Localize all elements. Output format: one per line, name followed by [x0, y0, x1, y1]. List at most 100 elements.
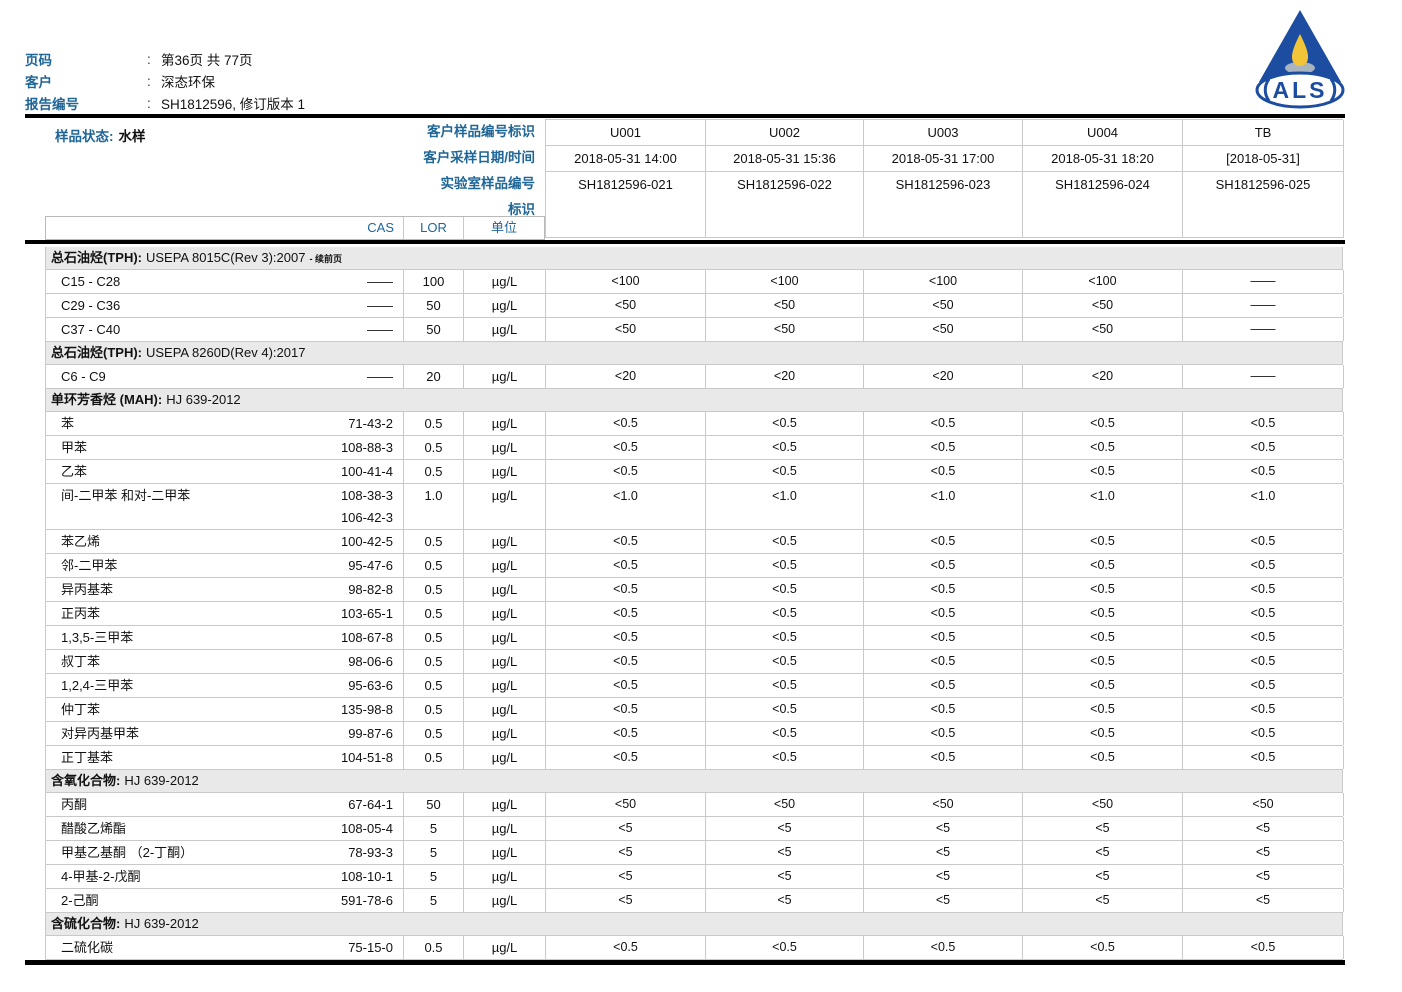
result-value: <0.5: [1183, 626, 1344, 649]
result-value: <50: [1023, 318, 1183, 341]
section-title: 含氧化合物:: [51, 773, 121, 788]
result-value: <0.5: [546, 746, 706, 769]
lor-column-header: LOR: [403, 217, 463, 239]
analyte-name: C6 - C9: [61, 369, 106, 384]
cas-number-cell: 108-38-3 106-42-3: [298, 484, 404, 529]
result-value: <5: [706, 865, 864, 888]
table-row: 醋酸乙烯酯 108-05-4 5 µg/L <5 <5 <5 <5 <5: [45, 817, 1344, 841]
section-header: 含硫化合物: HJ 639-2012: [45, 913, 1343, 936]
result-value: <50: [1023, 294, 1183, 317]
result-value: <0.5: [546, 722, 706, 745]
result-value: <5: [546, 889, 706, 912]
meta-row-report-number: 报告编号 : SH1812596, 修订版本 1: [25, 92, 305, 114]
unit-value: µg/L: [464, 578, 546, 601]
result-value: <0.5: [706, 650, 864, 673]
result-value: <5: [1183, 817, 1344, 840]
result-value: <5: [706, 841, 864, 864]
table-row: 间-二甲苯 和对-二甲苯 108-38-3 106-42-3 1.0 µg/L <1.0 <…: [45, 484, 1344, 530]
analyte-columns-header: CAS LOR 单位: [45, 216, 545, 240]
cas-number-cell: 95-63-6: [298, 674, 404, 697]
cas-number-cell: 108-10-1: [298, 865, 404, 888]
cas-number: 95-47-6: [348, 558, 393, 573]
cas-number-cell: 100-41-4: [298, 460, 404, 483]
unit-value: µg/L: [464, 460, 546, 483]
result-value: <100: [546, 270, 706, 293]
unit-value: µg/L: [464, 722, 546, 745]
result-value: <5: [706, 889, 864, 912]
table-row: 4-甲基-2-戊酮 108-10-1 5 µg/L <5 <5 <5 <5 <5: [45, 865, 1344, 889]
lor-value: 5: [404, 817, 464, 840]
table-row: 叔丁苯 98-06-6 0.5 µg/L <0.5 <0.5 <0.5 <0.5 <0.5: [45, 650, 1344, 674]
lor-value: 0.5: [404, 578, 464, 601]
analyte-name: 醋酸乙烯酯: [61, 821, 127, 836]
sample-date-cell: [2018-05-31]: [1183, 146, 1344, 172]
result-value: <0.5: [546, 936, 706, 959]
result-value: <5: [1023, 841, 1183, 864]
unit-column-header: 单位: [463, 217, 544, 239]
result-value: <0.5: [1023, 698, 1183, 721]
result-value: <0.5: [546, 626, 706, 649]
header-body-divider-line: [25, 240, 1345, 244]
result-value: <0.5: [546, 674, 706, 697]
sample-table-row: U001 U002 U003 U004 TB: [546, 120, 1344, 146]
table-row: 甲基乙基酮 （2-丁酮） 78-93-3 5 µg/L <5 <5 <5 <5 <5: [45, 841, 1344, 865]
unit-value: µg/L: [464, 484, 546, 529]
unit-value: µg/L: [464, 865, 546, 888]
cas-number: 108-67-8: [340, 630, 393, 645]
result-value: <0.5: [706, 674, 864, 697]
result-value: <0.5: [546, 698, 706, 721]
sample-row-label: 实验室样品编号: [440, 176, 536, 191]
sample-date-cell: 2018-05-31 18:20: [1023, 146, 1183, 172]
unit-value: µg/L: [464, 436, 546, 459]
result-value: <0.5: [706, 746, 864, 769]
meta-value-client: 深态环保: [161, 75, 215, 90]
result-value: <0.5: [1023, 626, 1183, 649]
cas-number-cell: 78-93-3: [298, 841, 404, 864]
logo-text: ALS: [1273, 77, 1328, 103]
meta-colon: :: [147, 95, 151, 111]
analyte-name: 正丁基苯: [61, 750, 114, 765]
report-meta: 页码 : 第36页 共 77页 客户 : 深态环保 报告编号 : SH18125…: [25, 48, 305, 114]
analyte-name: 邻-二甲苯: [61, 558, 118, 573]
section-method: HJ 639-2012: [166, 392, 241, 407]
result-value: <0.5: [1183, 554, 1344, 577]
section-title: 单环芳香烃 (MAH):: [51, 392, 163, 407]
unit-value: µg/L: [464, 554, 546, 577]
sample-row-label: 客户样品编号标识: [427, 124, 535, 139]
cas-number: 135-98-8: [340, 702, 393, 717]
cas-number-cell: ——: [298, 270, 404, 293]
table-row: 1,3,5-三甲苯 108-67-8 0.5 µg/L <0.5 <0.5 <0.5 <0.5…: [45, 626, 1344, 650]
result-value: <1.0: [1023, 484, 1183, 529]
unit-value: µg/L: [464, 746, 546, 769]
cas-number-cell: 67-64-1: [298, 793, 404, 816]
sample-labno-cell: SH1812596-022: [706, 172, 864, 238]
result-value: <0.5: [1023, 650, 1183, 673]
result-value: <0.5: [706, 554, 864, 577]
result-value: <50: [864, 793, 1023, 816]
cas-number-cell: 98-82-8: [298, 578, 404, 601]
result-value: <0.5: [706, 722, 864, 745]
cas-column-header: CAS: [367, 220, 394, 235]
result-value: <0.5: [1183, 530, 1344, 553]
logo-paren-right: [1329, 78, 1337, 102]
table-row: 甲苯 108-88-3 0.5 µg/L <0.5 <0.5 <0.5 <0.5 <0.5: [45, 436, 1344, 460]
analyte-name: C15 - C28: [61, 274, 121, 289]
table-row: 苯 71-43-2 0.5 µg/L <0.5 <0.5 <0.5 <0.5 <0.5: [45, 412, 1344, 436]
unit-value: µg/L: [464, 626, 546, 649]
result-value: <50: [1023, 793, 1183, 816]
sample-labno-cell: SH1812596-023: [864, 172, 1023, 238]
table-row: C15 - C28 —— 100 µg/L <100 <100 <100 <100 ——: [45, 270, 1344, 294]
cas-number: 108-10-1: [340, 869, 393, 884]
result-value: ——: [1183, 294, 1344, 317]
result-value: <0.5: [1023, 436, 1183, 459]
result-value: <0.5: [546, 554, 706, 577]
result-value: <0.5: [864, 650, 1023, 673]
result-value: <0.5: [706, 698, 864, 721]
analyte-name: 甲苯: [61, 440, 88, 455]
cas-number: 108-88-3: [340, 440, 393, 455]
result-value: <1.0: [1183, 484, 1344, 529]
result-value: <0.5: [1023, 602, 1183, 625]
section-header: 含氧化合物: HJ 639-2012: [45, 770, 1343, 793]
result-value: <50: [864, 294, 1023, 317]
result-value: <0.5: [706, 626, 864, 649]
